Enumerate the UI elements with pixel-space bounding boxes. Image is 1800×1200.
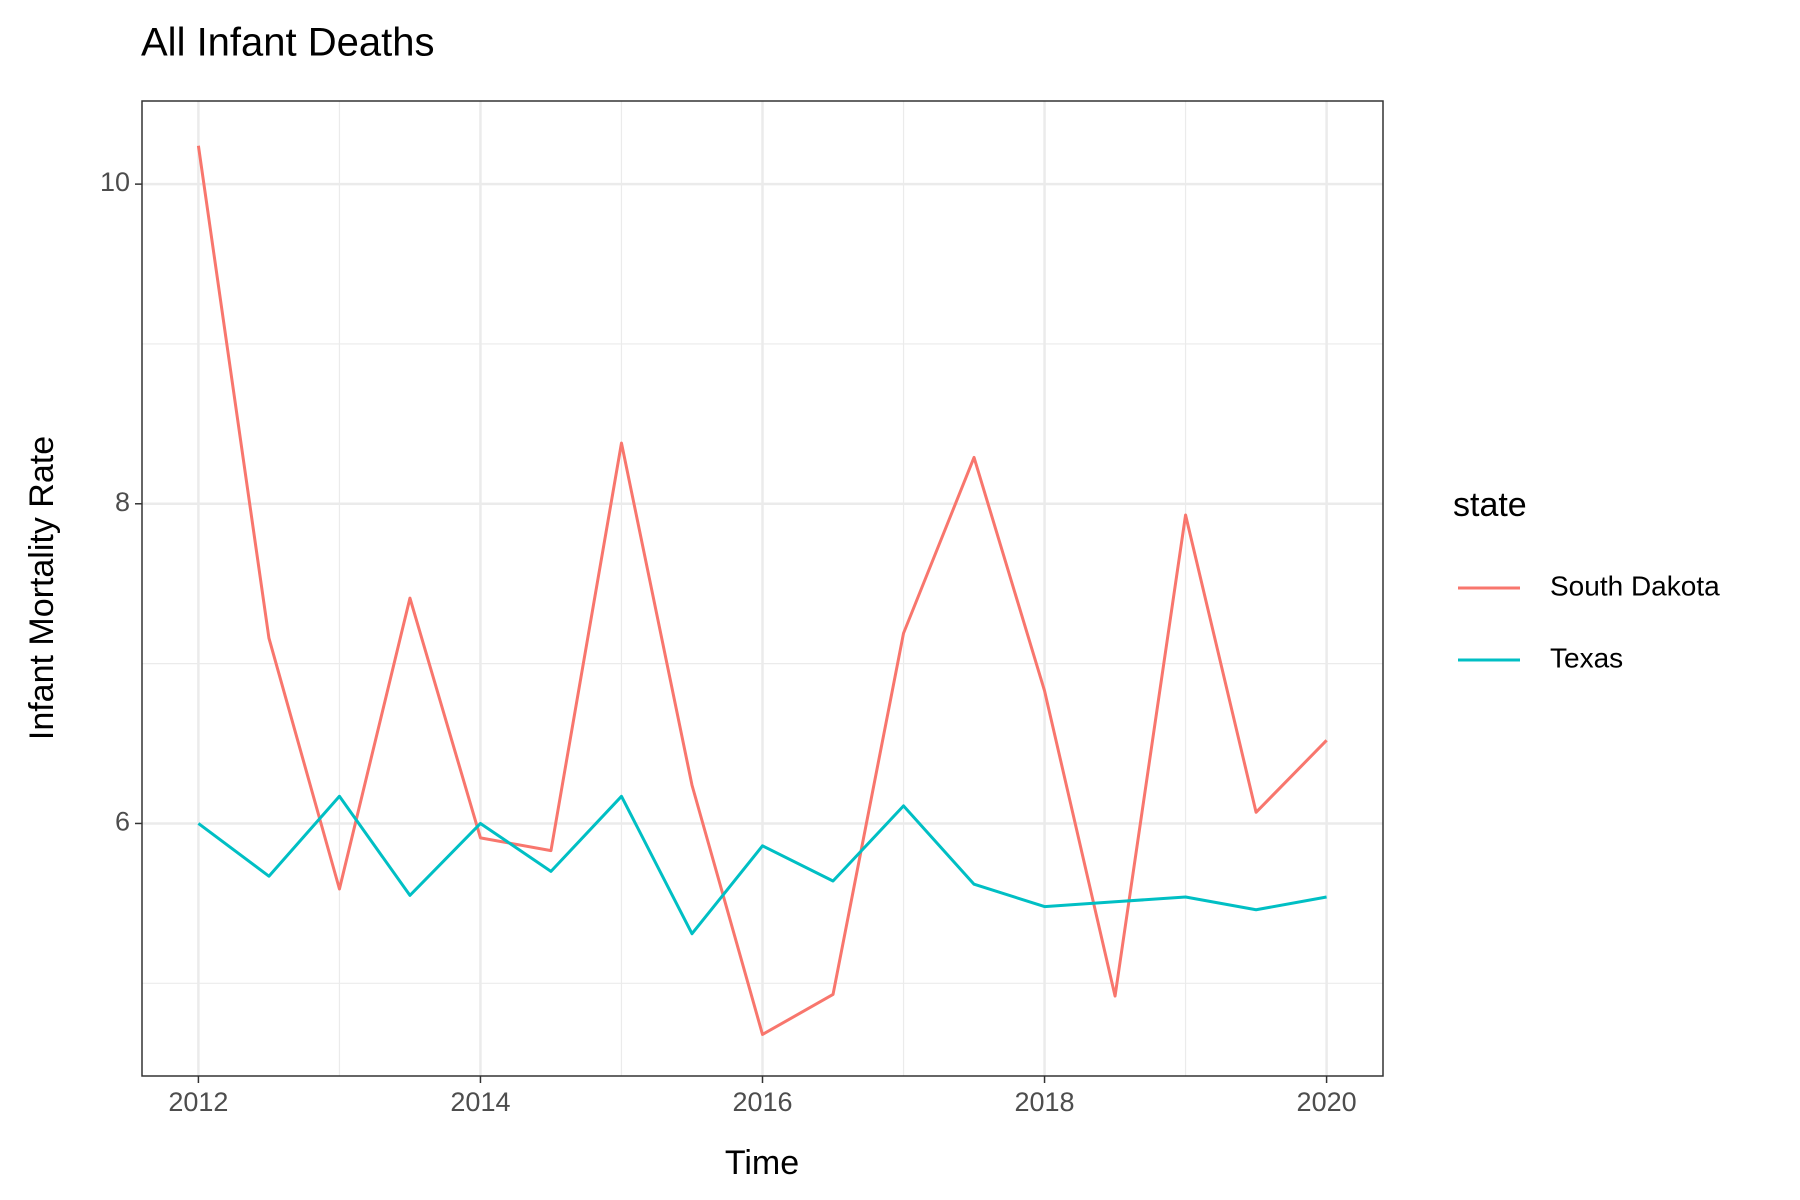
x-axis-label: Time	[725, 1144, 799, 1182]
x-tick-label: 2012	[168, 1087, 228, 1117]
chart-title: All Infant Deaths	[141, 21, 435, 65]
x-tick-label: 2020	[1297, 1087, 1357, 1117]
plot-border	[141, 100, 1384, 1077]
x-tick-label: 2018	[1015, 1087, 1075, 1117]
y-tick-label: 10	[100, 167, 130, 197]
legend-label: South Dakota	[1550, 570, 1720, 601]
series-line	[197, 794, 1327, 936]
y-tick-label: 6	[115, 807, 130, 837]
legend-label: Texas	[1550, 642, 1623, 673]
series-line	[196, 145, 1328, 1036]
x-tick-label: 2014	[450, 1087, 510, 1117]
y-axis-label: Infant Mortality Rate	[23, 436, 61, 740]
x-tick-label: 2016	[732, 1087, 792, 1117]
legend-title: state	[1453, 486, 1527, 524]
y-tick-label: 8	[115, 487, 130, 517]
